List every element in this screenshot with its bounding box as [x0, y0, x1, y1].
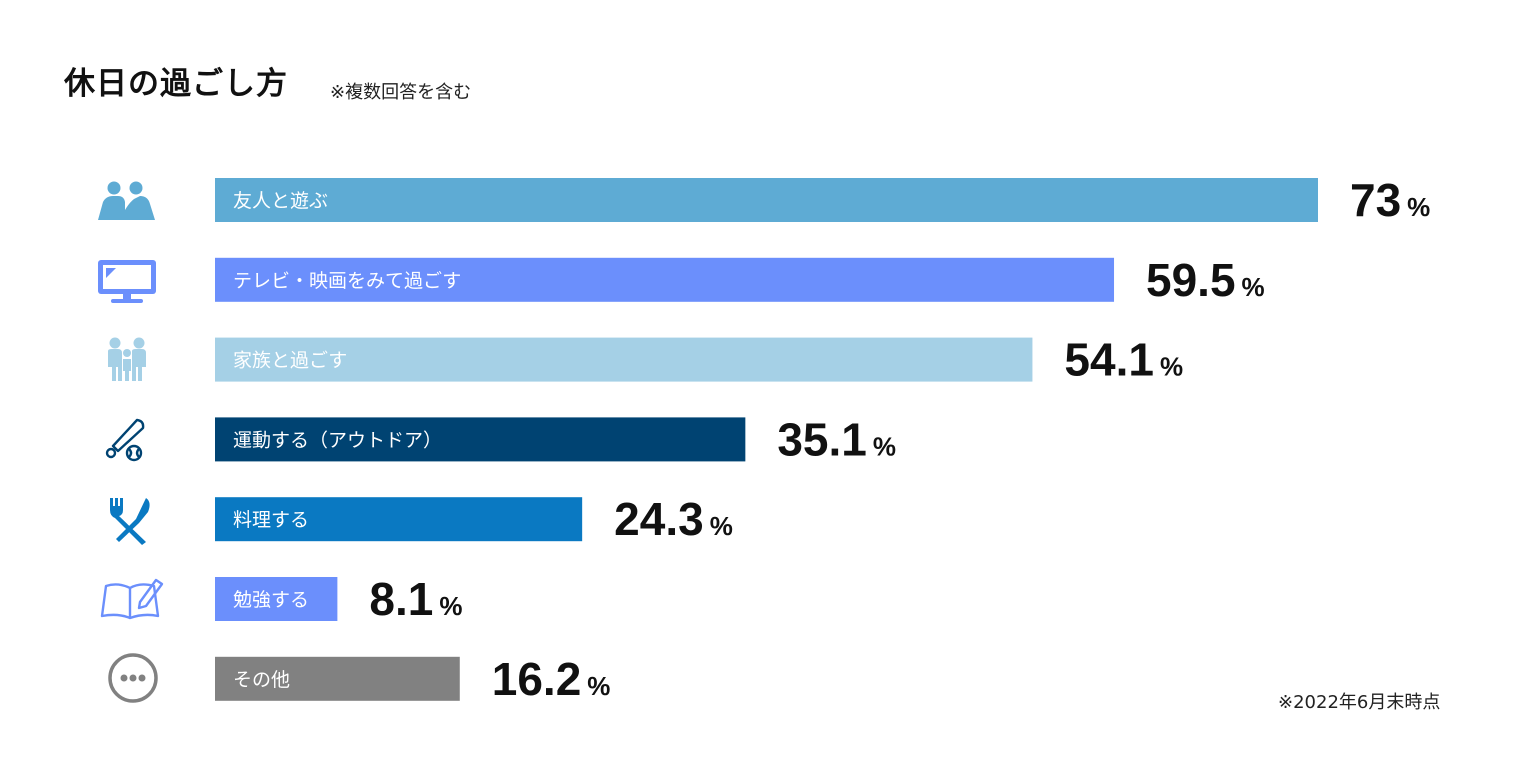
- bar-row: 家族と過ごす 54.1%: [108, 334, 1183, 386]
- data-label: 35.1%: [777, 413, 896, 465]
- bar: [215, 497, 583, 542]
- data-label-unit: %: [710, 511, 733, 541]
- friends-icon: [98, 181, 155, 220]
- family-icon: [108, 337, 146, 381]
- baseball-icon: [105, 418, 145, 462]
- bar: [215, 656, 460, 701]
- data-label-unit: %: [1242, 272, 1265, 302]
- data-label-unit: %: [1407, 192, 1430, 222]
- bar-row: 料理する 24.3%: [110, 493, 733, 545]
- tv-icon: [98, 260, 156, 303]
- data-label-unit: %: [873, 431, 896, 461]
- data-label-unit: %: [1160, 352, 1183, 382]
- category-label: 家族と過ごす: [233, 350, 347, 372]
- bar: [215, 417, 746, 462]
- category-label: テレビ・映画をみて過ごす: [233, 270, 461, 292]
- data-label: 16.2%: [492, 653, 611, 705]
- bar-row: その他 16.2%: [108, 653, 611, 705]
- bar-row: 運動する（アウトドア） 35.1%: [105, 413, 896, 465]
- data-label-value: 24.3: [614, 493, 704, 545]
- bar: [215, 257, 1115, 302]
- data-label: 24.3%: [614, 493, 733, 545]
- date-footnote: ※2022年6月末時点: [1278, 692, 1441, 713]
- data-label-unit: %: [587, 671, 610, 701]
- bar-row: テレビ・映画をみて過ごす 59.5%: [98, 254, 1265, 306]
- data-label: 73%: [1350, 174, 1430, 226]
- data-label-unit: %: [439, 591, 462, 621]
- data-label-value: 8.1: [369, 573, 433, 625]
- bar: [215, 337, 1033, 382]
- more-icon: [108, 653, 158, 703]
- book-icon: [100, 578, 164, 620]
- data-label-value: 73: [1350, 174, 1401, 226]
- category-label: 料理する: [233, 509, 309, 531]
- utensils-icon: [110, 498, 150, 545]
- data-label: 59.5%: [1146, 254, 1265, 306]
- category-label: その他: [233, 669, 290, 691]
- category-label: 勉強する: [233, 589, 309, 611]
- data-label-value: 54.1: [1064, 334, 1154, 386]
- bars-layer: 友人と遊ぶ 73 %テレビ・映画をみて過ごす 59.5 %家族と過ごす 54.1 %運動する…: [98, 174, 1430, 705]
- data-label: 54.1%: [1064, 334, 1183, 386]
- category-label: 友人と遊ぶ: [233, 190, 328, 212]
- multiple-answer-note: ※複数回答を含む: [330, 82, 472, 103]
- bar: [215, 178, 1318, 222]
- chart-title: 休日の過ごし方: [64, 66, 288, 102]
- category-label: 運動する（アウトドア）: [233, 429, 442, 451]
- data-label-value: 16.2: [492, 653, 582, 705]
- data-label-value: 59.5: [1146, 254, 1236, 306]
- bar-row: 友人と遊ぶ 73%: [98, 174, 1430, 226]
- bar-row: 勉強する 8.1%: [100, 573, 462, 625]
- bar: [215, 577, 338, 621]
- data-label: 8.1%: [369, 573, 462, 625]
- data-label-value: 35.1: [777, 413, 867, 465]
